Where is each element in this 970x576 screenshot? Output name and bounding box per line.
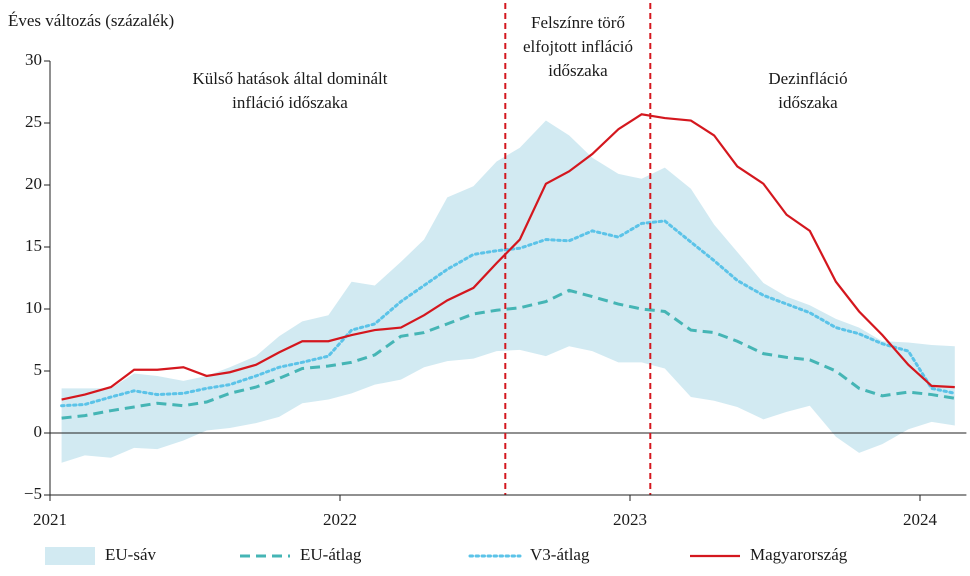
y-tick-label: −5 <box>24 484 42 503</box>
y-tick-label: 30 <box>25 50 42 69</box>
y-axis-label: Éves változás (százalék) <box>8 11 174 30</box>
annotation: Dezinfláció <box>768 69 847 88</box>
annotation: időszaka <box>548 61 608 80</box>
annotation: Külső hatások által dominált <box>193 69 388 88</box>
x-tick-label: 2024 <box>903 510 938 529</box>
series-line <box>61 113 955 401</box>
x-tick-label: 2022 <box>323 510 357 529</box>
y-tick-label: 0 <box>34 422 43 441</box>
annotation: időszaka <box>778 93 838 112</box>
y-tick-label: 25 <box>25 112 42 131</box>
legend-label: EU-sáv <box>105 545 156 564</box>
x-tick-label: 2021 <box>33 510 67 529</box>
band-area <box>61 120 955 463</box>
legend-label: EU-átlag <box>300 545 362 564</box>
x-tick-label: 2023 <box>613 510 647 529</box>
legend-label: Magyarország <box>750 545 848 564</box>
y-tick-label: 15 <box>25 236 42 255</box>
series-line <box>61 288 956 420</box>
legend-label: V3-átlag <box>530 545 590 564</box>
annotation: Felszínre törő <box>531 13 625 32</box>
y-tick-label: 10 <box>25 298 42 317</box>
legend-swatch <box>45 547 95 565</box>
annotation: infláció időszaka <box>232 93 348 112</box>
y-tick-label: 5 <box>34 360 43 379</box>
y-tick-label: 20 <box>25 174 42 193</box>
annotation: elfojtott infláció <box>523 37 633 56</box>
series-line <box>60 219 957 408</box>
